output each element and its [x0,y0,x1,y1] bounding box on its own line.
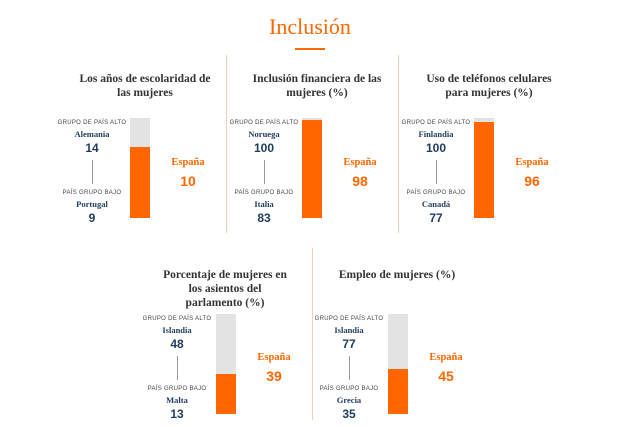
connector-line [92,160,93,184]
low-group-label: PAÍS GRUPO BAJO [147,386,207,392]
connector-line [436,160,437,184]
card-title-line: las mujeres [117,87,173,99]
high-value: 77 [342,337,356,351]
high-value: 14 [85,141,99,155]
low-group-label: PAÍS GRUPO BAJO [319,386,379,392]
spain-label: España [171,157,205,168]
spain-value: 45 [438,368,454,384]
card-title: Inclusión financiera de las mujeres (%) [232,72,402,100]
card-title: Porcentaje de mujeres en los asientos del… [140,268,310,310]
low-group-label: PAÍS GRUPO BAJO [234,190,294,196]
title-underline [295,48,325,50]
spain-value: 10 [180,173,196,189]
high-country: Islandia [162,325,192,335]
divider [398,55,399,233]
card-title-line: Uso de teléfonos celulares [426,73,552,85]
high-country: Alemania [74,129,110,139]
spain-label: España [257,352,291,363]
divider [312,248,313,420]
connector-line [264,160,265,184]
bar-fill [302,120,322,218]
spain-label: España [429,352,463,363]
spain-label: España [343,157,377,168]
spain-value: 96 [524,173,540,189]
low-country: Portugal [76,199,108,209]
bar-fill [388,369,408,414]
low-value: 77 [429,211,443,225]
high-country: Noruega [248,129,280,139]
card-title-line: los asientos del [188,283,262,295]
low-country: Grecia [336,395,362,405]
connector-line [177,356,178,380]
low-group-label: PAÍS GRUPO BAJO [62,190,122,196]
page-title: Inclusión [269,14,351,39]
bar-track [216,314,236,414]
card-title-line: Inclusión financiera de las [252,73,382,85]
card-title: Los años de escolaridad de las mujeres [60,72,230,100]
card-title-line: Empleo de mujeres (%) [338,269,456,281]
high-group-label: GRUPO DE PAÍS ALTO [229,120,299,126]
bar-fill [216,374,236,414]
spain-value: 98 [352,173,368,189]
card-title: Empleo de mujeres (%) [312,268,482,282]
divider [226,55,227,233]
high-group-label: GRUPO DE PAÍS ALTO [142,316,212,322]
bar-track [388,314,408,414]
low-value: 83 [257,211,271,225]
low-country: Canadá [421,199,451,209]
card-title-line: parlamento (%) [185,297,265,309]
high-group-label: GRUPO DE PAÍS ALTO [57,120,127,126]
high-group-label: GRUPO DE PAÍS ALTO [314,316,384,322]
card-title-line: Porcentaje de mujeres en [163,269,287,281]
low-group-label: PAÍS GRUPO BAJO [406,190,466,196]
high-group-label: GRUPO DE PAÍS ALTO [401,120,471,126]
high-value: 100 [425,141,447,155]
spain-value: 39 [266,368,282,384]
low-country: Italia [254,199,274,209]
card-title-line: Los años de escolaridad de [79,73,211,85]
high-country: Islandia [334,325,364,335]
high-country: Finlandia [418,129,454,139]
bar-track [474,118,494,218]
bar-fill [130,147,150,218]
spain-label: España [515,157,549,168]
low-value: 9 [88,211,96,225]
bar-track [302,118,322,218]
high-value: 100 [253,141,275,155]
high-value: 48 [170,337,184,351]
card-title-line: para mujeres (%) [445,87,533,99]
bar-fill [474,122,494,218]
bar-track [130,118,150,218]
card-title: Uso de teléfonos celulares para mujeres (… [404,72,574,100]
low-value: 13 [170,407,184,421]
low-country: Malta [166,395,188,405]
card-title-line: mujeres (%) [286,87,348,99]
low-value: 35 [342,407,356,421]
connector-line [349,356,350,380]
